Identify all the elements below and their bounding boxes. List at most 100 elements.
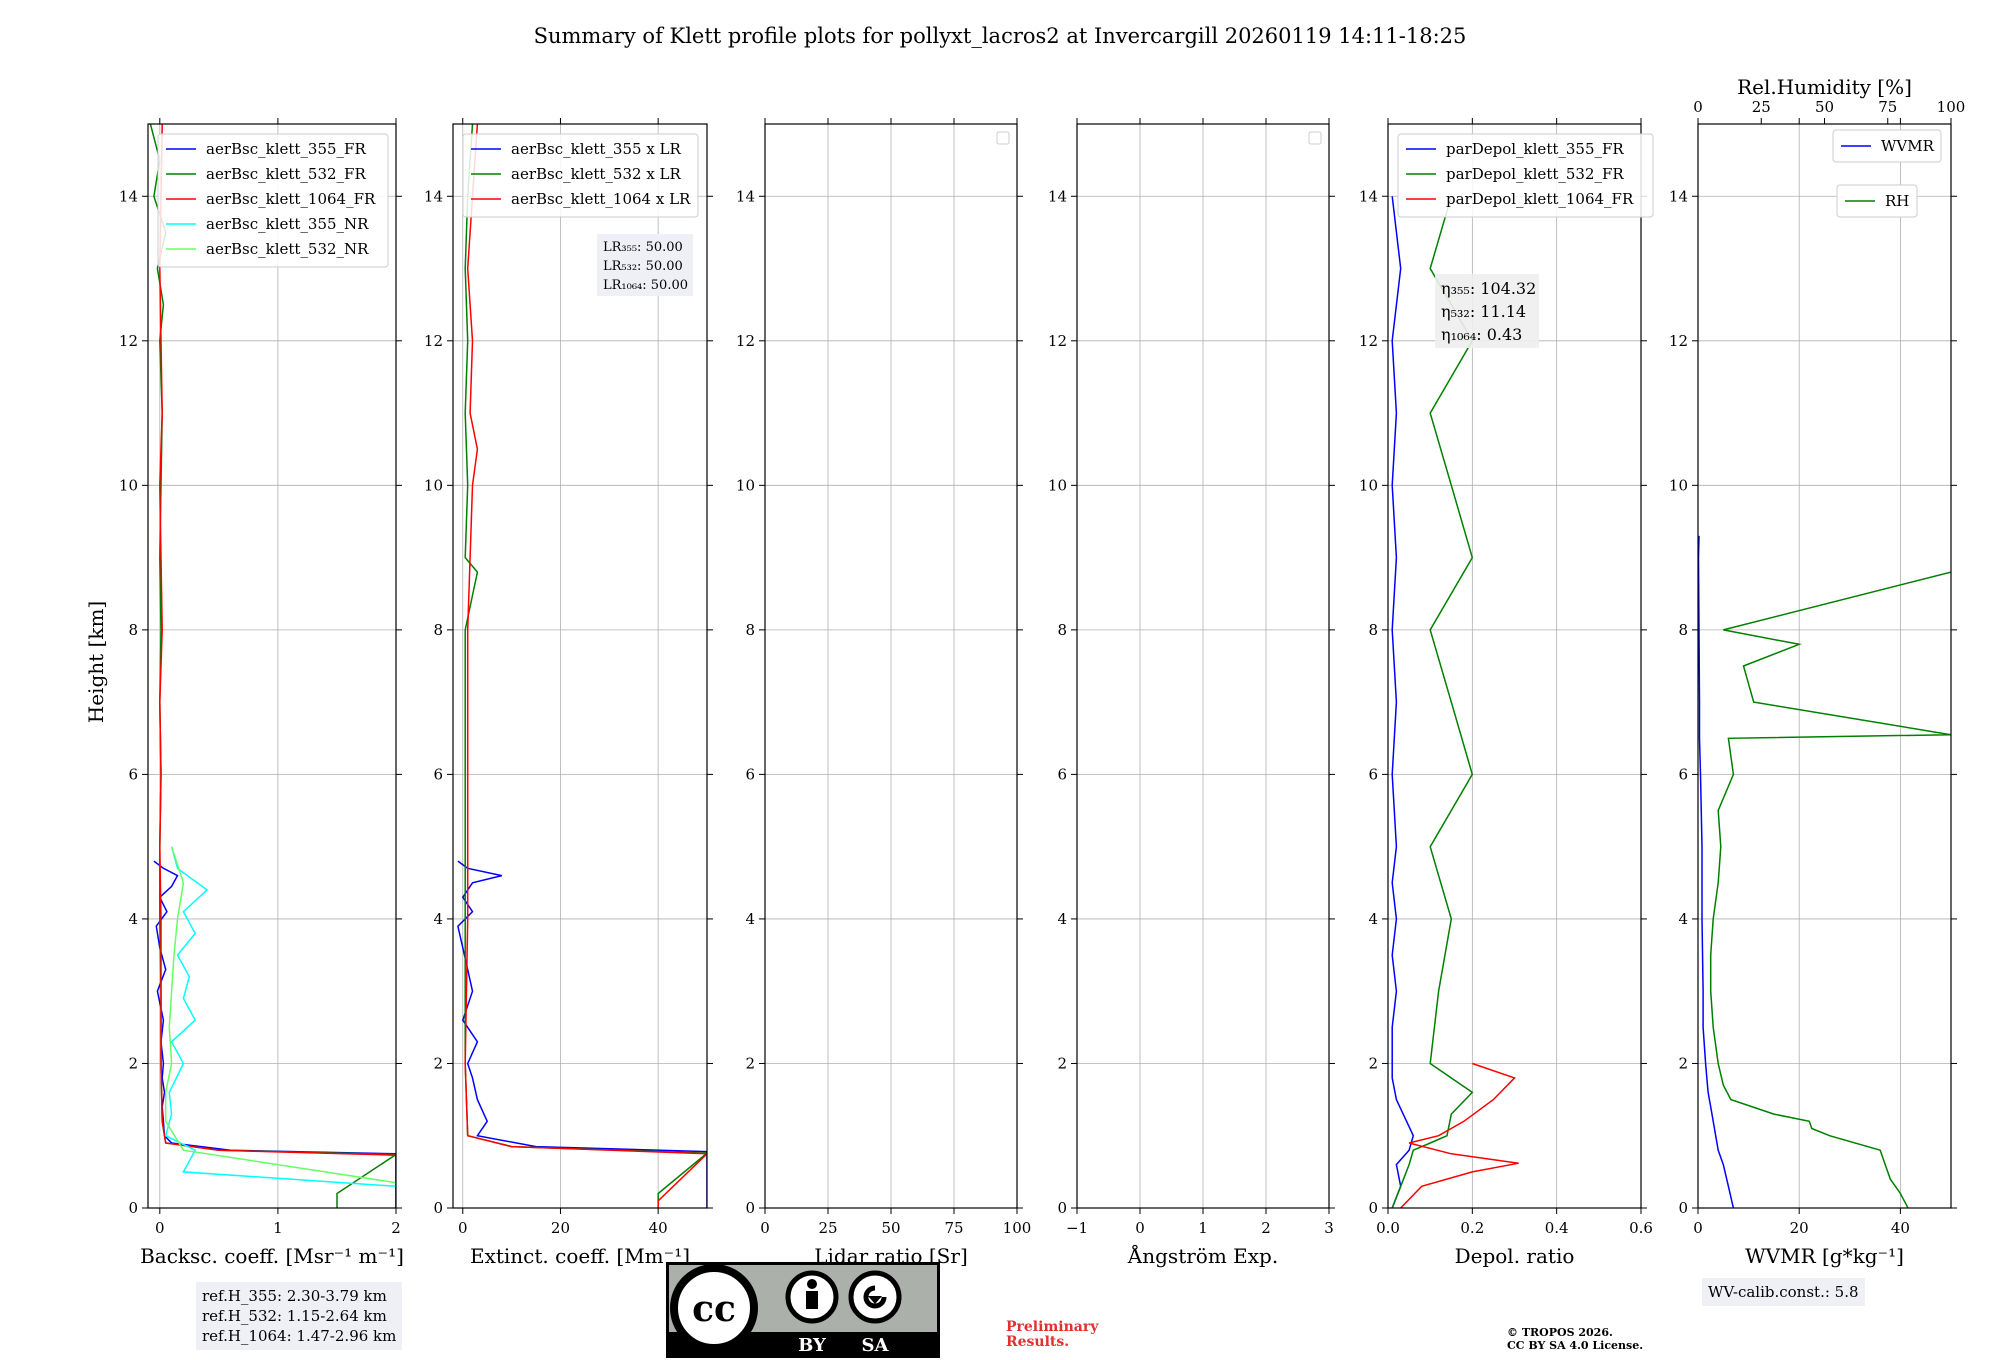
y-tick-label: 4: [1678, 910, 1688, 928]
y-tick-label: 2: [1057, 1054, 1067, 1072]
eta-value: η₅₃₂: 11.14: [1441, 302, 1526, 321]
axes-frame: [1697, 123, 1952, 1209]
badge-sa-label: SA: [862, 1335, 890, 1356]
y-tick-label: 4: [128, 910, 138, 928]
y-tick-label: 10: [736, 476, 755, 494]
y-tick-label: 0: [745, 1199, 755, 1217]
y-tick-label: 6: [1057, 765, 1067, 783]
legend-label: aerBsc_klett_1064 x LR: [511, 190, 691, 208]
y-tick-label: 14: [736, 187, 755, 205]
x-tick-label: 1: [1198, 1219, 1208, 1237]
top-x-tick-label: 50: [1815, 98, 1834, 116]
y-tick-label: 12: [1048, 332, 1067, 350]
y-tick-label: 14: [1359, 187, 1378, 205]
x-tick-label: 25: [818, 1219, 837, 1237]
series-group: [1698, 535, 1951, 1208]
legend-label: parDepol_klett_1064_FR: [1446, 190, 1634, 208]
x-tick-label: 2: [391, 1219, 401, 1237]
eta-value: η₃₅₅: 104.32: [1441, 279, 1536, 298]
y-tick-label: 10: [119, 476, 138, 494]
lidar-ratio-value: LR₁₀₆₄: 50.00: [603, 278, 688, 293]
y-tick-label: 10: [1048, 476, 1067, 494]
x-tick-label: 0.6: [1629, 1219, 1653, 1237]
y-tick-label: 14: [1669, 187, 1688, 205]
x-tick-label: 0.4: [1545, 1219, 1569, 1237]
x-tick-label: 100: [1003, 1219, 1032, 1237]
empty-legend-box: [996, 131, 1010, 145]
y-tick-label: 4: [433, 910, 443, 928]
y-tick-label: 2: [433, 1054, 443, 1072]
legend-label: parDepol_klett_532_FR: [1446, 165, 1624, 183]
y-tick-label: 2: [1678, 1054, 1688, 1072]
eta-box: [1435, 274, 1539, 348]
y-tick-label: 0: [1057, 1199, 1067, 1217]
x-tick-label: 0: [760, 1219, 770, 1237]
legend-label: parDepol_klett_355_FR: [1446, 140, 1624, 158]
lidar-ratio-value: LR₃₅₅: 50.00: [603, 240, 683, 255]
series-line-aerBsc_klett_1064_FR: [159, 124, 396, 1208]
svg-text:cc: cc: [692, 1288, 736, 1330]
x-tick-label: 0.2: [1460, 1219, 1484, 1237]
y-tick-label: 8: [433, 621, 443, 639]
legend-label: aerBsc_klett_532_FR: [206, 165, 366, 183]
x-tick-label: 75: [944, 1219, 963, 1237]
x-tick-label: 0: [1135, 1219, 1145, 1237]
series-line-aerBsc_klett_532_NR: [164, 846, 396, 1184]
lidar-ratio-box: [597, 234, 693, 296]
y-tick-label: 0: [433, 1199, 443, 1217]
y-tick-label: 8: [1057, 621, 1067, 639]
y-tick-label: 12: [424, 332, 443, 350]
x-axis-label: Ångström Exp.: [1127, 1243, 1278, 1268]
top-x-tick-label: 75: [1878, 98, 1897, 116]
preliminary-line-2: Results.: [1006, 1334, 1070, 1350]
x-tick-label: 20: [1790, 1219, 1809, 1237]
x-tick-label: 0: [155, 1219, 165, 1237]
y-axis-label: Height [km]: [84, 601, 108, 723]
top-x-tick-label: 25: [1752, 98, 1771, 116]
y-tick-label: 2: [745, 1054, 755, 1072]
wv-calibration-constant: WV-calib.const.: 5.8: [1702, 1278, 1865, 1306]
y-tick-label: 14: [424, 187, 443, 205]
x-tick-label: 20: [551, 1219, 570, 1237]
y-tick-label: 0: [128, 1199, 138, 1217]
legend-box-wvmr: [1832, 129, 1942, 163]
y-tick-label: 2: [1368, 1054, 1378, 1072]
copyright-line-1: © TROPOS 2026.: [1507, 1326, 1613, 1339]
reference-height-box: ref.H_355: 2.30-3.79 km ref.H_532: 1.15-…: [196, 1282, 403, 1350]
series-line-parDepol_klett_1064_FR: [1400, 1062, 1519, 1208]
y-tick-label: 12: [736, 332, 755, 350]
badge-by-label: BY: [798, 1335, 827, 1356]
y-tick-label: 8: [745, 621, 755, 639]
series-line-aerBsc_klett_355_FR: [153, 860, 396, 1208]
copyright-note: © TROPOS 2026. CC BY SA 4.0 License.: [1507, 1326, 1643, 1352]
series-line-WVMR: [1698, 535, 1735, 1208]
x-tick-label: 0: [458, 1219, 468, 1237]
series-line-aerBsc_klett_355 x LR: [457, 860, 707, 1208]
y-tick-label: 12: [119, 332, 138, 350]
legend-label-rh: RH: [1885, 192, 1909, 210]
panel-wvmr: 0 20 40 0 2 4 6 8 10 12 14 WVMR [g*kg⁻¹] 0 25 50 75 100 R…: [1669, 75, 1965, 1268]
top-x-tick-label: 0: [1693, 98, 1703, 116]
series-line-aerBsc_klett_532_FR: [149, 124, 396, 1208]
cc-icon: [670, 1264, 758, 1352]
y-tick-label: 14: [119, 187, 138, 205]
y-tick-label: 6: [1678, 765, 1688, 783]
y-tick-label: 8: [1678, 621, 1688, 639]
axes-frame: [147, 123, 397, 1209]
axes-frame: [452, 123, 708, 1209]
legend-label: aerBsc_klett_355_FR: [206, 140, 366, 158]
legend-box: [1397, 133, 1654, 218]
y-tick-label: 14: [1048, 187, 1067, 205]
x-tick-label: 3: [1324, 1219, 1334, 1237]
y-tick-label: 10: [424, 476, 443, 494]
y-tick-label: 12: [1359, 332, 1378, 350]
legend-label: aerBsc_klett_532_NR: [206, 240, 369, 258]
preliminary-line-1: Preliminary: [1006, 1319, 1099, 1335]
x-tick-label: 50: [881, 1219, 900, 1237]
y-tick-label: 8: [1368, 621, 1378, 639]
copyright-line-2: CC BY SA 4.0 License.: [1507, 1339, 1644, 1352]
empty-legend-box: [1308, 131, 1322, 145]
